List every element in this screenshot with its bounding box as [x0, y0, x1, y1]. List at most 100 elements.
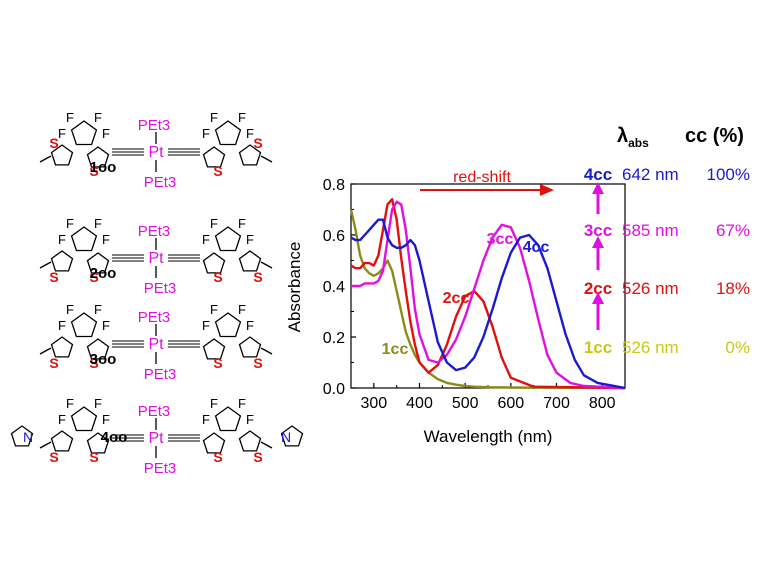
- row-4cc-lambda: 642 nm: [622, 165, 679, 184]
- series-4cc-line: [350, 218, 626, 390]
- sulfur-label: S: [213, 163, 222, 179]
- sulfur-label: S: [49, 135, 58, 151]
- series-3cc-line: [351, 200, 626, 390]
- fluorine-label: F: [202, 232, 210, 247]
- fluorine-label: F: [58, 318, 66, 333]
- fluorine-label: F: [246, 232, 254, 247]
- fluorine-label: F: [102, 232, 110, 247]
- pet3-bottom-label: PEt3: [144, 460, 177, 477]
- methyl-bond: [260, 261, 273, 269]
- fluorine-label: F: [66, 396, 74, 411]
- x-tick-label: 600: [497, 395, 524, 412]
- lambda-header: λabs: [617, 125, 649, 150]
- thiophene-ring: [202, 252, 226, 274]
- conversion-arrows: [592, 182, 604, 330]
- fluorine-label: F: [66, 216, 74, 231]
- thiophene-ring: [86, 252, 110, 274]
- series-2cc-label: 2cc: [443, 290, 470, 307]
- thiophene-ring: [202, 146, 226, 168]
- compound-label: 2oo: [90, 265, 117, 282]
- row-2cc-cc: 18%: [716, 279, 750, 298]
- series-3cc-label: 3cc: [487, 231, 514, 248]
- fluorine-label: F: [94, 110, 102, 125]
- x-tick-label: 500: [452, 395, 479, 412]
- cyclopentene-ring: [214, 312, 242, 338]
- fluorine-label: F: [102, 318, 110, 333]
- fluorine-label: F: [246, 318, 254, 333]
- pet3-bottom-label: PEt3: [144, 280, 177, 297]
- sulfur-label: S: [213, 355, 222, 371]
- pet3-top-label: PEt3: [138, 403, 171, 420]
- y-tick-label: 0.8: [323, 177, 345, 194]
- methyl-bond: [260, 155, 273, 163]
- thiophene-ring: [50, 144, 74, 166]
- x-tick-label: 700: [543, 395, 570, 412]
- cyclopentene-ring: [214, 406, 242, 432]
- thiophene-ring: [202, 432, 226, 454]
- fluorine-label: F: [102, 412, 110, 427]
- pet3-bottom-label: PEt3: [144, 174, 177, 191]
- pet3-top-label: PEt3: [138, 309, 171, 326]
- cyclopentene-ring: [70, 406, 98, 432]
- fluorine-label: F: [94, 216, 102, 231]
- sulfur-label: S: [89, 355, 98, 371]
- thiophene-ring: [202, 338, 226, 360]
- series-2cc-line: [350, 198, 626, 390]
- axis-ticks: 300 400 500 600 700 800 0.0 0.2 0.4 0.6 0.8: [323, 177, 626, 412]
- platinum-label: Pt: [148, 250, 164, 267]
- fluorine-label: F: [246, 412, 254, 427]
- series-1cc-line: [349, 209, 626, 390]
- pet3-top-label: PEt3: [138, 117, 171, 134]
- methyl-bond: [39, 155, 52, 163]
- compound-label: 4oo: [101, 429, 128, 446]
- thiophene-ring: [50, 250, 74, 272]
- thiophene-ring: [238, 144, 262, 166]
- x-tick-label: 800: [589, 395, 616, 412]
- x-tick-label: 300: [360, 395, 387, 412]
- fluorine-label: F: [210, 396, 218, 411]
- sulfur-label: S: [213, 269, 222, 285]
- sulfur-label: S: [89, 163, 98, 179]
- sulfur-label: S: [49, 269, 58, 285]
- sulfur-label: S: [89, 449, 98, 465]
- x-axis-label: Wavelength (nm): [424, 427, 553, 446]
- thiophene-ring: [86, 338, 110, 360]
- fluorine-label: F: [202, 126, 210, 141]
- pyridine-ring-left: [10, 425, 34, 447]
- fluorine-label: F: [58, 232, 66, 247]
- thiophene-ring: [238, 250, 262, 272]
- fluorine-label: F: [58, 412, 66, 427]
- fluorine-label: F: [246, 126, 254, 141]
- lambda-symbol: λ: [617, 125, 628, 147]
- row-4cc-cc: 100%: [707, 165, 750, 184]
- thiophene-ring: [86, 146, 110, 168]
- fluorine-label: F: [94, 396, 102, 411]
- row-3cc-name: 3cc: [584, 221, 612, 240]
- cyclopentene-ring: [214, 226, 242, 252]
- compound-label: 1oo: [90, 159, 117, 176]
- thiophene-ring: [50, 430, 74, 452]
- thiophene-ring: [50, 336, 74, 358]
- series-1cc-label: 1cc: [382, 341, 409, 358]
- thiophene-ring: [86, 432, 110, 454]
- thiophene-ring: [238, 336, 262, 358]
- y-tick-label: 0.4: [323, 279, 345, 296]
- methyl-bond: [39, 261, 52, 269]
- sulfur-label: S: [253, 135, 262, 151]
- fluorine-label: F: [58, 126, 66, 141]
- row-3cc-lambda: 585 nm: [622, 221, 679, 240]
- y-tick-label: 0.0: [323, 381, 345, 398]
- sulfur-label: S: [213, 449, 222, 465]
- nitrogen-label: N: [281, 429, 291, 445]
- cyclopentene-ring: [70, 120, 98, 146]
- sulfur-label: S: [253, 449, 262, 465]
- pyridine-ring-right: [280, 425, 304, 447]
- y-tick-label: 0.6: [323, 228, 345, 245]
- row-1cc-name: 1cc: [584, 338, 612, 357]
- cyclopentene-ring: [70, 226, 98, 252]
- fluorine-label: F: [210, 110, 218, 125]
- x-tick-label: 400: [406, 395, 433, 412]
- absorbance-curves: 1cc 2cc 3cc 4cc: [349, 198, 626, 390]
- fluorine-label: F: [66, 302, 74, 317]
